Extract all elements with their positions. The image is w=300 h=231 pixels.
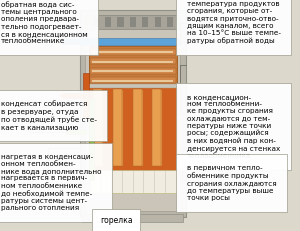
Bar bbox=[61, 39, 84, 44]
Bar bbox=[85, 22, 180, 211]
Bar bbox=[85, 84, 180, 88]
Text: обратная вода сис-
темы центрального
ополения предвара-
тельно подогревает-
ся в: обратная вода сис- темы центрального опо… bbox=[1, 1, 87, 44]
Text: конденсат собирается
в резервуаре, отуда
по отводящей трубе сте-
кает в канализа: конденсат собирается в резервуаре, отуда… bbox=[1, 100, 97, 130]
Text: в конденсацион-
ном теплообменни-
ке продукты сгорания
охлаждаются до тем-
перат: в конденсацион- ном теплообменни- ке про… bbox=[187, 94, 280, 159]
Bar bbox=[117, 17, 124, 27]
Text: в первичном тепло-
обменнике продукты
сгорания охлаждаются
до температуры выше
т: в первичном тепло- обменнике продукты сг… bbox=[187, 165, 276, 201]
Bar bbox=[90, 77, 176, 83]
Bar bbox=[92, 70, 173, 73]
Bar bbox=[90, 58, 176, 64]
Bar bbox=[113, 90, 123, 166]
Bar bbox=[66, 130, 86, 134]
Bar bbox=[93, 17, 99, 27]
Bar bbox=[88, 46, 177, 84]
Bar bbox=[82, 38, 180, 45]
Bar bbox=[142, 17, 148, 27]
Bar bbox=[152, 89, 161, 166]
Bar bbox=[133, 90, 142, 166]
Bar bbox=[93, 90, 103, 166]
Bar bbox=[92, 61, 173, 63]
Bar bbox=[167, 17, 173, 27]
Bar bbox=[88, 85, 177, 170]
Bar bbox=[88, 170, 177, 193]
Bar bbox=[80, 10, 186, 217]
Bar bbox=[105, 17, 111, 27]
Bar bbox=[93, 89, 102, 166]
Text: температура продуктов
сгорания, которые от-
водятся приточно-отво-
дящим каналом: температура продуктов сгорания, которые … bbox=[187, 1, 280, 44]
Bar bbox=[90, 49, 176, 55]
Bar bbox=[82, 73, 89, 118]
Bar bbox=[92, 80, 173, 82]
Bar bbox=[82, 214, 183, 222]
Text: горелка: горелка bbox=[100, 216, 133, 225]
Bar bbox=[152, 90, 162, 166]
Bar bbox=[133, 89, 142, 166]
Bar bbox=[88, 87, 177, 169]
Bar bbox=[90, 68, 176, 74]
Bar bbox=[88, 98, 94, 180]
Bar bbox=[154, 17, 161, 27]
Bar bbox=[63, 93, 84, 98]
Bar bbox=[92, 51, 173, 53]
Bar bbox=[113, 89, 122, 166]
Bar bbox=[130, 17, 136, 27]
Text: нагретая в конденсаци-
онном теплообмен-
нике вода дополнительно
нагревается в п: нагретая в конденсаци- онном теплообмен-… bbox=[1, 154, 101, 211]
Bar bbox=[86, 15, 179, 29]
